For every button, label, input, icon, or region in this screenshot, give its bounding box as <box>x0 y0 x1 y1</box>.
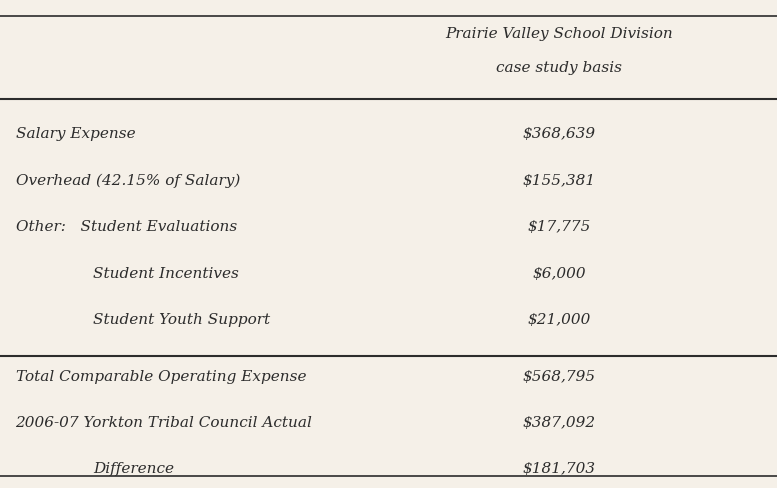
Text: Total Comparable Operating Expense: Total Comparable Operating Expense <box>16 369 306 383</box>
Text: $155,381: $155,381 <box>523 174 596 187</box>
Text: Student Youth Support: Student Youth Support <box>93 313 270 326</box>
Text: Salary Expense: Salary Expense <box>16 127 135 141</box>
Text: Student Incentives: Student Incentives <box>93 266 239 280</box>
Text: Other:   Student Evaluations: Other: Student Evaluations <box>16 220 237 234</box>
Text: Prairie Valley School Division: Prairie Valley School Division <box>445 27 674 41</box>
Text: 2006-07 Yorkton Tribal Council Actual: 2006-07 Yorkton Tribal Council Actual <box>16 415 312 429</box>
Text: Difference: Difference <box>93 462 174 475</box>
Text: $368,639: $368,639 <box>523 127 596 141</box>
Text: $387,092: $387,092 <box>523 415 596 429</box>
Text: $6,000: $6,000 <box>532 266 587 280</box>
Text: $568,795: $568,795 <box>523 369 596 383</box>
Text: Overhead (42.15% of Salary): Overhead (42.15% of Salary) <box>16 173 240 188</box>
Text: case study basis: case study basis <box>497 61 622 75</box>
Text: $181,703: $181,703 <box>523 462 596 475</box>
Text: $17,775: $17,775 <box>528 220 591 234</box>
Text: $21,000: $21,000 <box>528 313 591 326</box>
